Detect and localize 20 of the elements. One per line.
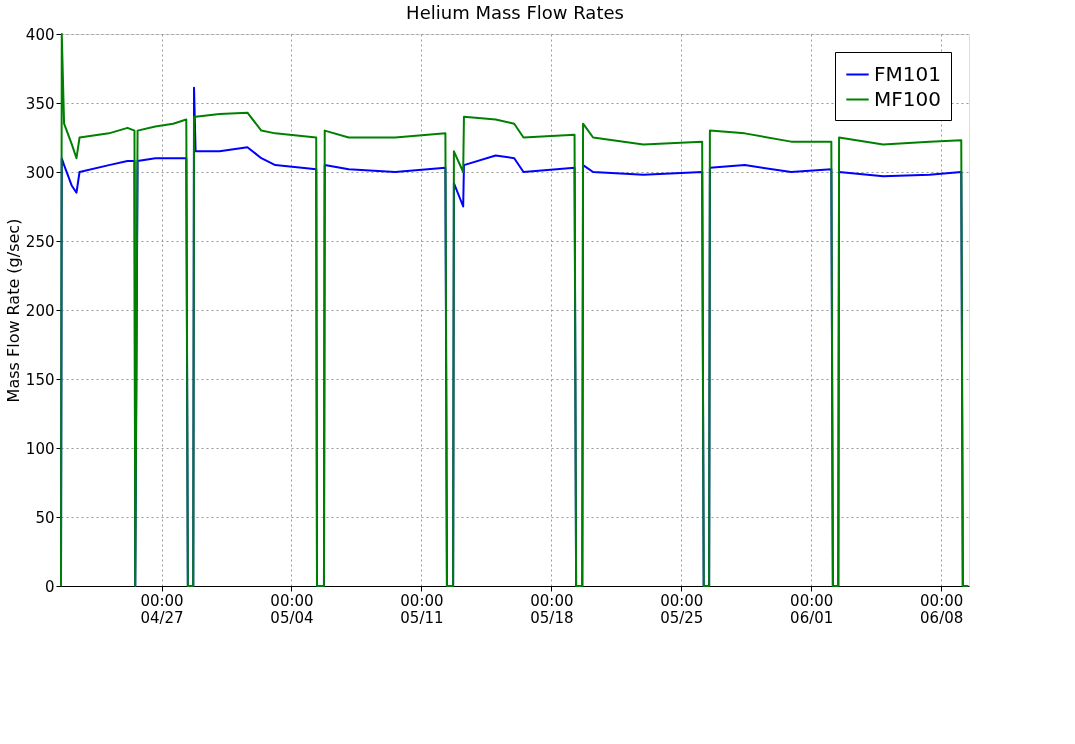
x-tick-label: 00:00 05/18 — [530, 591, 574, 627]
y-tick-label: 400 — [25, 25, 55, 44]
legend-label: FM101 — [874, 61, 941, 86]
y-tick-label: 150 — [25, 370, 55, 389]
y-tick-label: 350 — [25, 94, 55, 113]
x-tick-label: 00:00 04/27 — [140, 591, 184, 627]
chart-title: Helium Mass Flow Rates — [406, 2, 624, 23]
x-tick-label: 00:00 06/01 — [790, 591, 834, 627]
legend-label: MF100 — [874, 86, 941, 111]
y-tick-label: 50 — [35, 508, 55, 527]
y-axis-title: Mass Flow Rate (g/sec) — [3, 218, 23, 403]
x-tick-label: 00:00 05/25 — [660, 591, 704, 627]
y-tick-label: 200 — [25, 301, 55, 320]
x-tick-label: 00:00 06/08 — [920, 591, 964, 627]
y-tick-label: 300 — [25, 163, 55, 182]
x-tick-label: 00:00 05/04 — [270, 591, 314, 627]
x-tick-label: 00:00 05/11 — [400, 591, 444, 627]
y-tick-label: 100 — [25, 439, 55, 458]
y-tick-label: 0 — [44, 577, 55, 596]
y-tick-label: 250 — [25, 232, 55, 251]
